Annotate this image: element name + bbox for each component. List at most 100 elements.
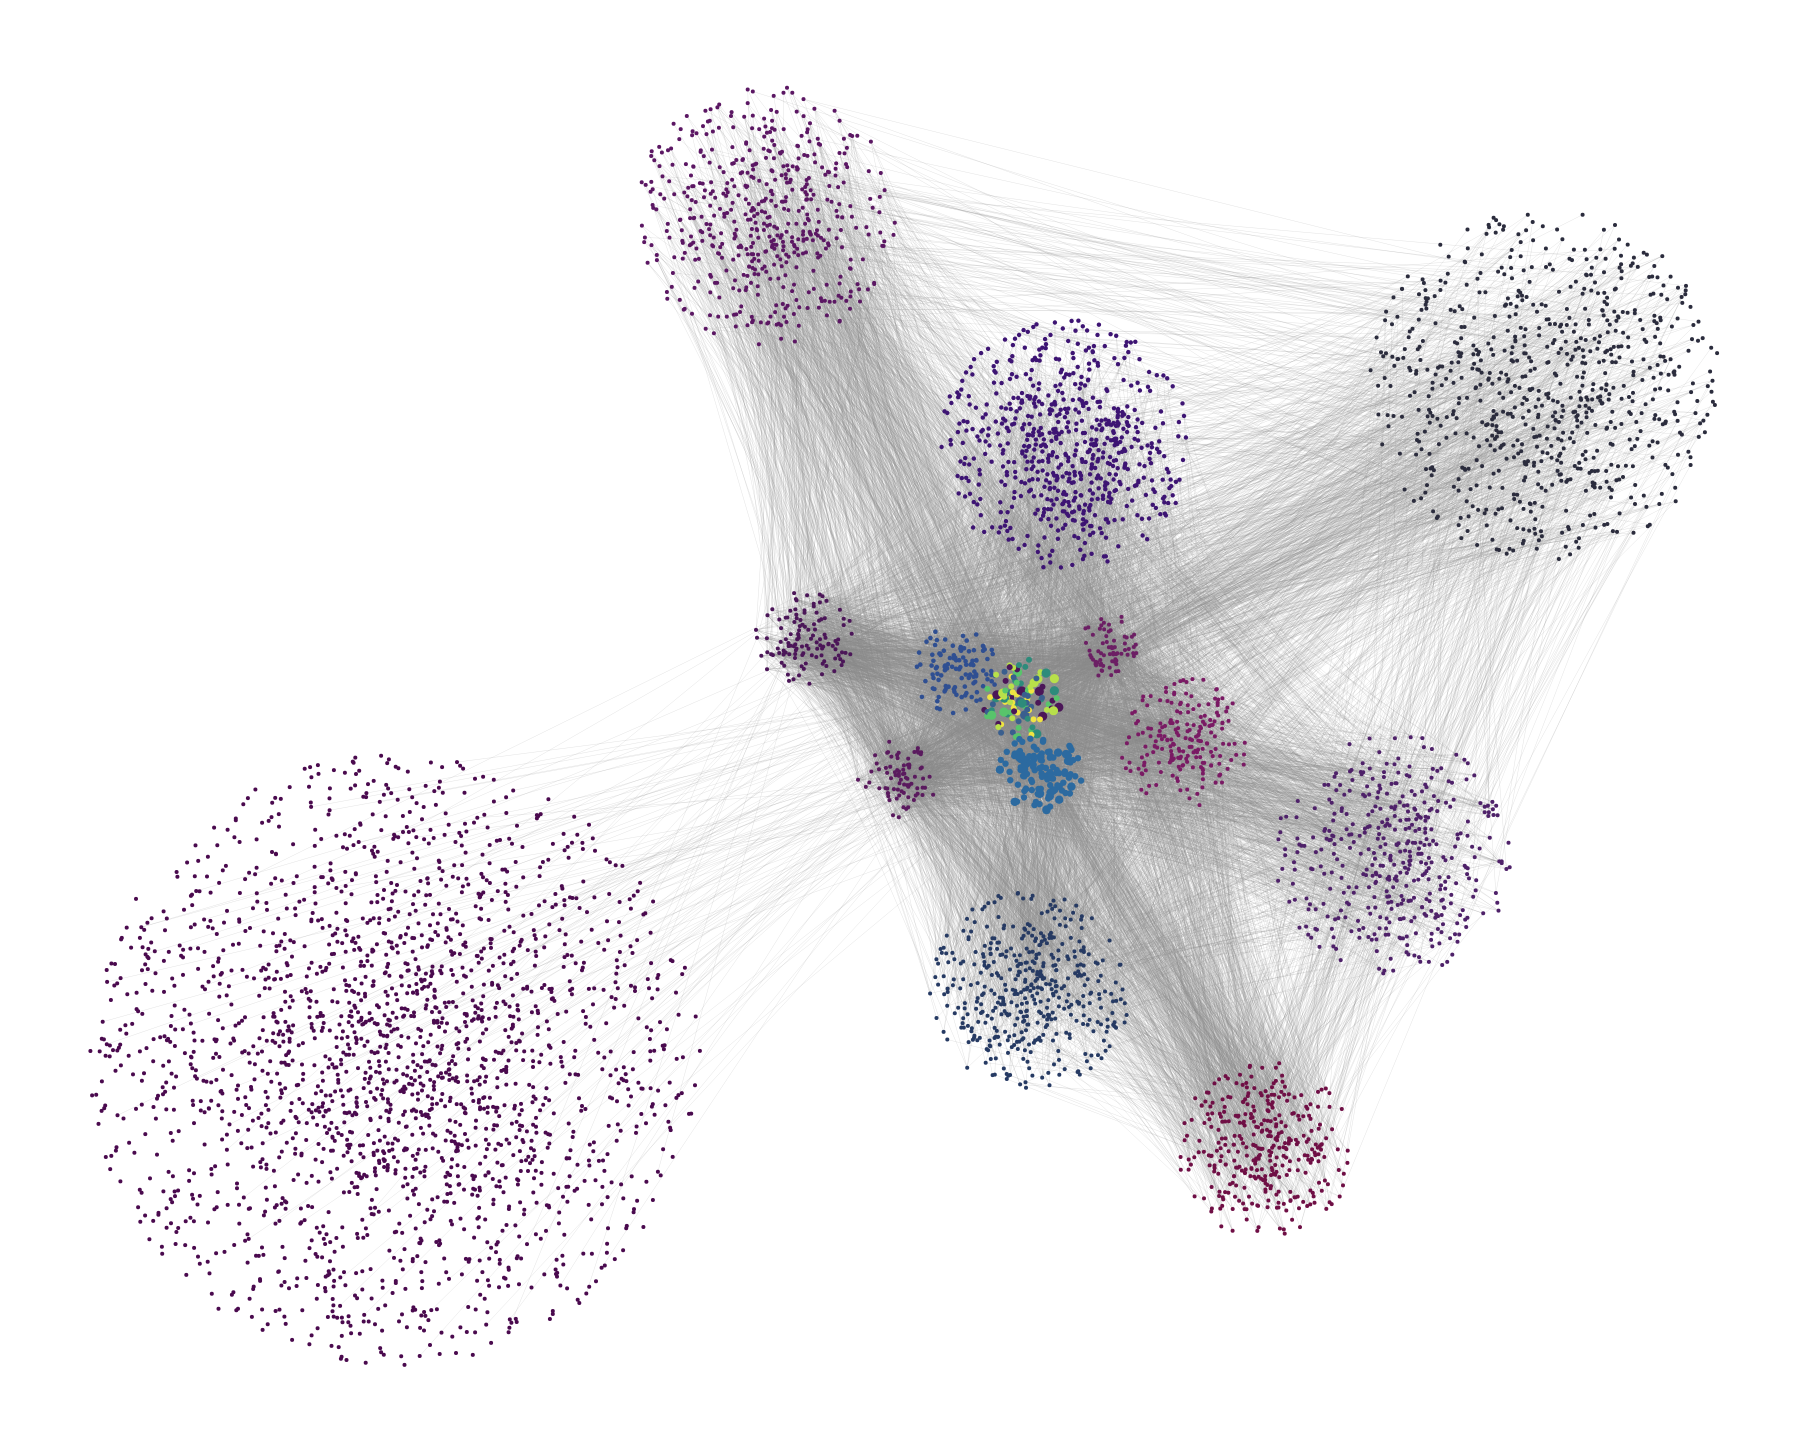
graph-node	[368, 918, 373, 923]
graph-node	[1021, 327, 1026, 333]
graph-node	[841, 659, 845, 664]
graph-node	[356, 934, 361, 939]
graph-node	[251, 1044, 256, 1049]
graph-node	[172, 1189, 177, 1194]
graph-node	[478, 1105, 483, 1110]
graph-node	[562, 955, 567, 960]
graph-node	[1017, 698, 1027, 708]
graph-node	[188, 1021, 193, 1026]
graph-node	[758, 320, 763, 325]
graph-node	[1065, 752, 1073, 759]
graph-node	[607, 892, 612, 896]
graph-node	[1027, 684, 1034, 690]
graph-node	[503, 881, 508, 886]
graph-node	[443, 1138, 448, 1143]
graph-node	[348, 1142, 353, 1147]
graph-node	[1456, 488, 1461, 493]
graph-node	[724, 314, 729, 319]
graph-node	[639, 1086, 644, 1091]
graph-node	[995, 724, 1002, 730]
graph-node	[761, 146, 766, 151]
graph-node	[1492, 415, 1496, 420]
graph-node	[118, 1042, 123, 1047]
graph-node	[259, 1111, 264, 1116]
graph-node	[796, 632, 801, 636]
graph-node	[420, 817, 424, 822]
graph-node	[271, 1011, 276, 1016]
graph-node	[277, 1307, 282, 1312]
graph-node	[931, 675, 936, 681]
graph-node	[425, 944, 430, 949]
graph-node	[1507, 546, 1512, 551]
graph-node	[252, 1077, 257, 1082]
graph-node	[323, 1286, 327, 1290]
graph-node	[273, 1309, 278, 1313]
graph-node	[1009, 729, 1016, 736]
graph-node	[1388, 384, 1393, 388]
graph-node	[487, 861, 492, 866]
graph-node	[517, 943, 522, 948]
graph-node	[591, 1149, 596, 1154]
graph-node	[1580, 375, 1585, 380]
graph-node	[321, 1224, 326, 1229]
graph-node	[613, 863, 618, 868]
graph-node	[1085, 449, 1091, 455]
graph-node	[535, 1032, 540, 1037]
graph-node	[1482, 804, 1487, 809]
graph-node	[463, 850, 468, 855]
graph-node	[515, 1003, 520, 1008]
graph-node	[720, 255, 724, 260]
graph-node	[567, 1174, 572, 1179]
graph-node	[1070, 517, 1076, 523]
graph-node	[398, 1044, 403, 1049]
graph-node	[1114, 333, 1119, 338]
graph-node	[115, 1048, 120, 1053]
graph-node	[486, 1170, 491, 1175]
graph-node	[254, 1253, 258, 1258]
graph-node	[503, 899, 508, 904]
graph-node	[1588, 349, 1593, 354]
graph-node	[845, 165, 850, 170]
graph-node	[564, 1009, 569, 1014]
graph-node	[478, 1292, 483, 1297]
graph-node	[380, 1278, 385, 1283]
graph-node	[1511, 548, 1516, 553]
graph-node	[273, 1221, 278, 1226]
graph-node	[361, 1143, 365, 1148]
graph-node	[1058, 462, 1064, 467]
graph-node	[1553, 322, 1557, 326]
graph-node	[501, 999, 506, 1004]
graph-node	[1136, 732, 1141, 737]
graph-node	[1213, 747, 1218, 751]
graph-node	[841, 623, 846, 628]
graph-node	[1045, 456, 1051, 461]
graph-node	[155, 1096, 159, 1101]
graph-node	[1119, 619, 1124, 624]
graph-node	[1142, 763, 1146, 768]
graph-node	[346, 1042, 350, 1047]
graph-node	[1374, 335, 1379, 340]
graph-node	[1009, 689, 1016, 696]
graph-node	[1197, 803, 1202, 808]
graph-node	[515, 823, 519, 828]
graph-node	[936, 677, 941, 683]
graph-node	[1015, 724, 1022, 731]
graph-node	[336, 1077, 341, 1082]
graph-node	[1570, 258, 1574, 263]
graph-node	[220, 1026, 225, 1031]
graph-node	[781, 649, 786, 654]
graph-node	[1412, 390, 1417, 395]
graph-node	[781, 164, 786, 169]
graph-node	[356, 991, 361, 996]
graph-node	[264, 901, 269, 905]
graph-node	[377, 916, 382, 921]
graph-node	[1028, 776, 1035, 784]
graph-node	[1568, 552, 1573, 557]
graph-node	[968, 662, 973, 667]
graph-node	[837, 319, 842, 324]
graph-node	[162, 1034, 167, 1039]
graph-node	[1062, 406, 1068, 412]
graph-node	[599, 1265, 604, 1270]
graph-node	[169, 1221, 173, 1226]
graph-node	[716, 314, 721, 319]
